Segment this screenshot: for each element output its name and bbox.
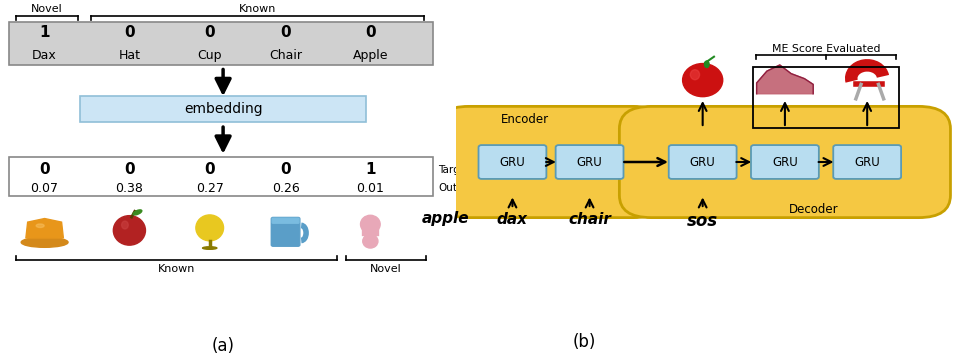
FancyBboxPatch shape	[272, 218, 298, 223]
Ellipse shape	[203, 247, 217, 249]
FancyBboxPatch shape	[668, 145, 735, 179]
Text: Cup: Cup	[198, 49, 222, 62]
Text: Known: Known	[157, 264, 195, 274]
Text: Chair: Chair	[268, 49, 301, 62]
Text: ME Score Evaluated: ME Score Evaluated	[771, 44, 880, 54]
Ellipse shape	[362, 234, 378, 248]
FancyBboxPatch shape	[832, 145, 900, 179]
Text: 1: 1	[364, 162, 375, 177]
Text: Novel: Novel	[31, 4, 63, 14]
Text: dax: dax	[496, 211, 527, 226]
Ellipse shape	[133, 210, 141, 215]
Text: 0.26: 0.26	[271, 182, 299, 195]
Text: GRU: GRU	[577, 156, 602, 168]
Text: Apple: Apple	[353, 49, 388, 62]
Text: Target: Target	[438, 165, 470, 175]
Text: Novel: Novel	[370, 264, 401, 274]
Text: embedding: embedding	[183, 103, 263, 116]
Text: chair: chair	[568, 211, 610, 226]
FancyBboxPatch shape	[478, 145, 546, 179]
Text: (b): (b)	[572, 333, 596, 351]
FancyBboxPatch shape	[9, 22, 432, 65]
Ellipse shape	[360, 215, 380, 233]
Text: 0: 0	[124, 25, 135, 40]
FancyBboxPatch shape	[750, 145, 818, 179]
Text: Known: Known	[238, 4, 276, 14]
Ellipse shape	[196, 215, 223, 241]
Text: Hat: Hat	[118, 49, 141, 62]
Text: apple: apple	[422, 211, 469, 226]
Text: 0: 0	[280, 25, 291, 40]
FancyBboxPatch shape	[619, 107, 950, 217]
Text: GRU: GRU	[854, 156, 879, 168]
Text: 0: 0	[204, 25, 215, 40]
Ellipse shape	[121, 221, 128, 229]
Ellipse shape	[682, 63, 722, 96]
Text: 0.27: 0.27	[196, 182, 224, 195]
Text: 0: 0	[364, 25, 375, 40]
Text: 0: 0	[280, 162, 291, 177]
Text: 0.07: 0.07	[31, 182, 58, 195]
Polygon shape	[756, 65, 812, 94]
Text: Decoder: Decoder	[788, 203, 837, 216]
FancyBboxPatch shape	[436, 107, 665, 217]
FancyBboxPatch shape	[9, 157, 432, 196]
Text: 0.01: 0.01	[356, 182, 384, 195]
Text: 0: 0	[124, 162, 135, 177]
FancyBboxPatch shape	[271, 217, 299, 246]
Text: GRU: GRU	[689, 156, 715, 168]
Text: GRU: GRU	[499, 156, 525, 168]
Text: sos: sos	[686, 211, 717, 230]
Text: GRU: GRU	[771, 156, 797, 168]
Text: Dax: Dax	[32, 49, 57, 62]
Text: (a): (a)	[211, 337, 234, 355]
Text: 0: 0	[40, 162, 49, 177]
Ellipse shape	[36, 224, 45, 228]
Ellipse shape	[690, 69, 699, 80]
Text: 1: 1	[40, 25, 49, 40]
Text: 0.38: 0.38	[115, 182, 143, 195]
Polygon shape	[26, 219, 63, 238]
Text: 0: 0	[204, 162, 215, 177]
Text: Encoder: Encoder	[501, 113, 548, 126]
Ellipse shape	[21, 237, 68, 247]
Ellipse shape	[113, 216, 145, 245]
FancyBboxPatch shape	[80, 96, 365, 122]
Text: Output: Output	[438, 183, 474, 193]
FancyBboxPatch shape	[555, 145, 623, 179]
Ellipse shape	[703, 61, 708, 68]
